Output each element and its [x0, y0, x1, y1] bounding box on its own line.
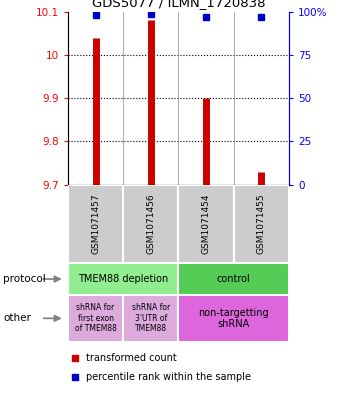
Bar [123, 295, 178, 342]
Text: shRNA for
3'UTR of
TMEM88: shRNA for 3'UTR of TMEM88 [132, 303, 170, 333]
Text: transformed count: transformed count [86, 353, 176, 363]
Bar [68, 263, 178, 295]
Text: percentile rank within the sample: percentile rank within the sample [86, 372, 251, 382]
Text: GSM1071456: GSM1071456 [147, 194, 155, 254]
Bar [68, 295, 123, 342]
Text: other: other [3, 313, 31, 323]
Text: GSM1071457: GSM1071457 [91, 194, 100, 254]
Title: GDS5077 / ILMN_1720838: GDS5077 / ILMN_1720838 [92, 0, 265, 9]
Text: GSM1071455: GSM1071455 [257, 194, 266, 254]
Bar [123, 185, 178, 263]
Bar [178, 185, 234, 263]
Text: GSM1071454: GSM1071454 [202, 194, 210, 254]
Bar [68, 185, 123, 263]
Text: TMEM88 depletion: TMEM88 depletion [78, 274, 168, 284]
Bar [178, 263, 289, 295]
Bar [178, 295, 289, 342]
Text: protocol: protocol [3, 274, 46, 284]
Bar [234, 185, 289, 263]
Text: control: control [217, 274, 251, 284]
Text: non-targetting
shRNA: non-targetting shRNA [199, 308, 269, 329]
Text: shRNA for
first exon
of TMEM88: shRNA for first exon of TMEM88 [75, 303, 117, 333]
